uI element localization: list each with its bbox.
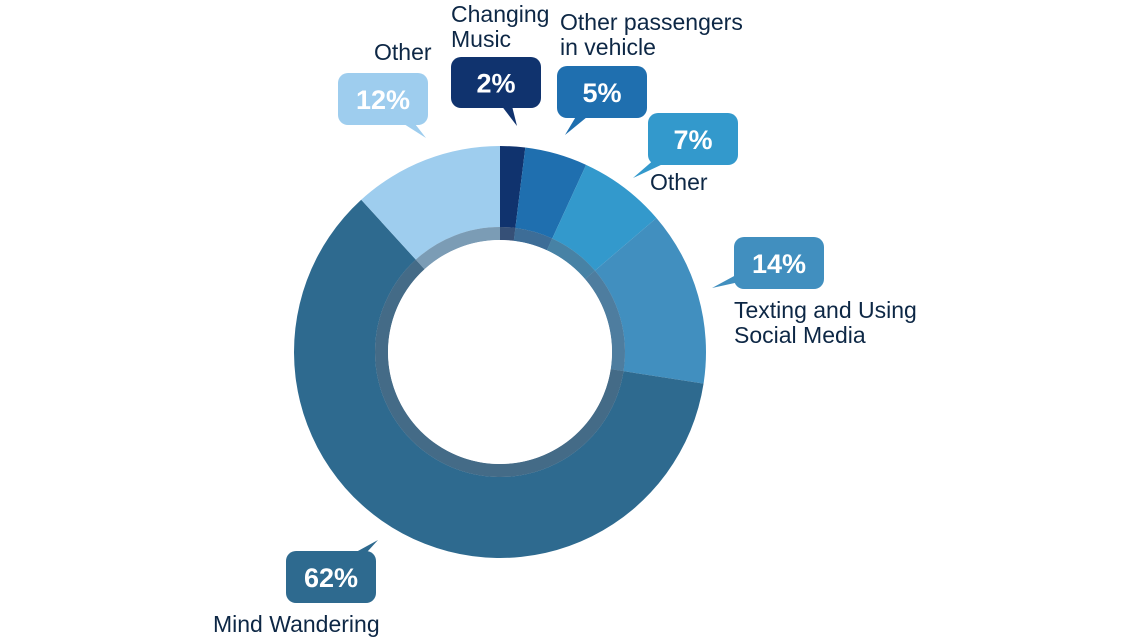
data-label-5: 12%: [356, 85, 410, 115]
callout-box-3: [734, 237, 824, 289]
slice-rim-shade-4: [375, 259, 624, 477]
slice-rim-5: [415, 227, 500, 270]
donut-slices: [293, 146, 706, 558]
data-label-4: 62%: [304, 563, 358, 593]
slice-rim-shade-0: [500, 227, 516, 241]
slice-rim-2: [546, 238, 595, 280]
callout-box-5: [338, 73, 428, 125]
category-label-3: Texting and Using Social Media: [734, 297, 917, 348]
callout-2: 7% Other: [633, 113, 738, 195]
callout-4: 62% Mind Wandering: [213, 540, 380, 637]
slice-rim-3: [585, 270, 625, 372]
category-label-2: Other: [650, 169, 708, 195]
slice-rim-shade-3: [585, 270, 625, 372]
slice-3: [594, 217, 706, 384]
slice-0: [500, 146, 526, 228]
callout-box-0: [451, 57, 541, 108]
slice-4: [293, 199, 704, 558]
callout-box-2: [648, 113, 738, 165]
slice-rim-shade-2: [546, 238, 595, 280]
slice-rim-shade-1: [513, 227, 553, 251]
data-label-1: 5%: [582, 78, 621, 108]
data-label-2: 7%: [673, 125, 712, 155]
data-label-0: 2%: [476, 69, 515, 99]
callout-0: 2% Changing Music: [451, 1, 549, 126]
callouts: 2% Changing Music 5% Other passengers in vehi…: [213, 1, 917, 637]
callout-3: 14% Texting and Using Social Media: [712, 237, 917, 348]
inner-rings: [375, 227, 625, 477]
slice-rim-shade-5: [415, 227, 500, 270]
callout-1: 5% Other passengers in vehicle: [557, 9, 743, 135]
donut-hole: [388, 240, 612, 464]
slice-2: [552, 164, 657, 271]
callout-5: 12% Other: [338, 39, 432, 138]
callout-box-1: [557, 66, 647, 118]
slice-rim-4: [375, 259, 624, 477]
category-label-1: Other passengers in vehicle: [560, 9, 743, 60]
data-label-3: 14%: [752, 249, 806, 279]
slice-rim-1: [513, 227, 553, 251]
slice-rim-0: [500, 227, 516, 241]
category-label-5: Other: [374, 39, 432, 65]
category-label-4: Mind Wandering: [213, 611, 380, 637]
slice-5: [361, 146, 500, 260]
callout-box-4: [286, 551, 376, 603]
category-label-0: Changing Music: [451, 1, 549, 52]
slice-1: [515, 147, 587, 239]
